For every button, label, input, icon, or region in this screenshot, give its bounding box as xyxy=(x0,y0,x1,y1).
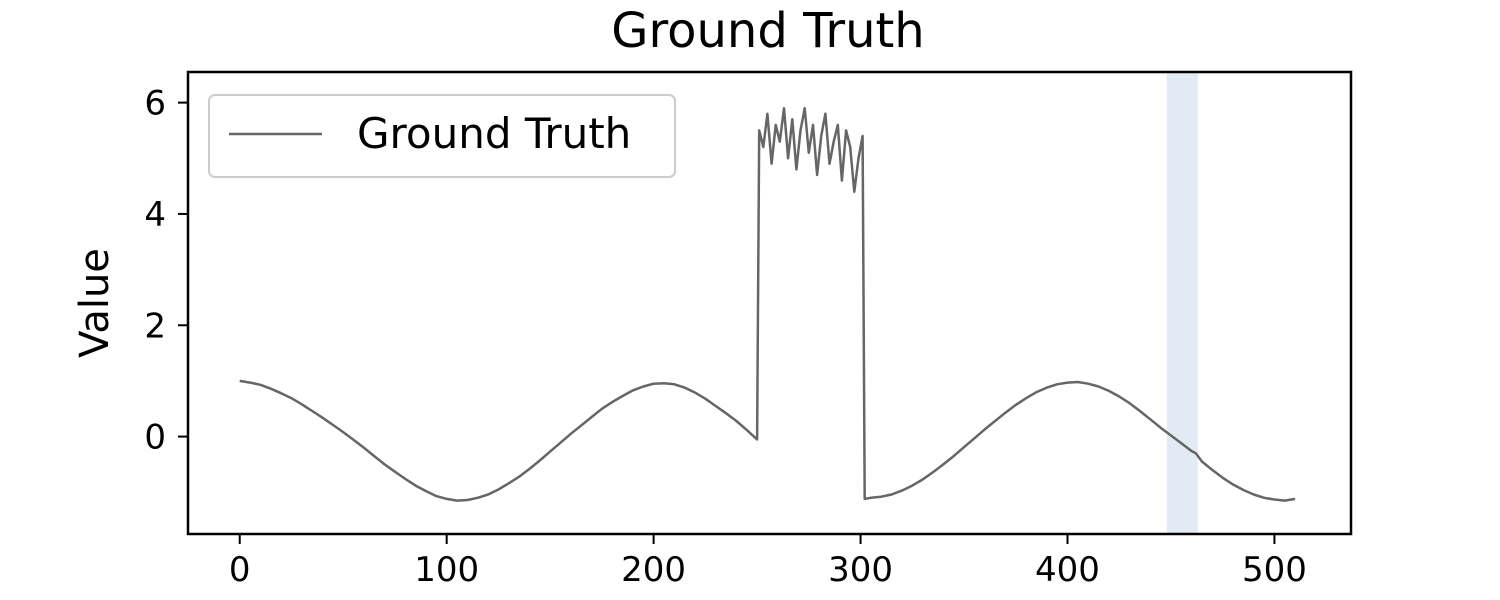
x-tick-label: 0 xyxy=(229,550,251,590)
x-tick-label: 400 xyxy=(1035,550,1100,590)
y-axis-ticks: 0 2 4 6 xyxy=(144,84,188,458)
highlight-band xyxy=(1166,72,1198,534)
chart-title: Ground Truth xyxy=(611,3,924,59)
legend: Ground Truth xyxy=(208,94,676,178)
x-axis-ticks: 0 100 200 300 400 500 xyxy=(229,534,1307,590)
y-tick-label: 2 xyxy=(144,306,166,346)
x-tick-label: 500 xyxy=(1242,550,1307,590)
y-tick-label: 0 xyxy=(144,418,166,458)
x-tick-label: 200 xyxy=(621,550,686,590)
y-tick-label: 4 xyxy=(144,195,166,235)
plot-frame xyxy=(186,70,1353,536)
y-tick-label: 6 xyxy=(144,84,166,124)
x-tick-label: 300 xyxy=(828,550,893,590)
y-axis-label: Value xyxy=(72,248,118,358)
x-tick-label: 100 xyxy=(414,550,479,590)
legend-box xyxy=(208,94,676,178)
legend-label-ground-truth: Ground Truth xyxy=(357,109,631,158)
series-line-ground-truth xyxy=(239,106,1296,502)
